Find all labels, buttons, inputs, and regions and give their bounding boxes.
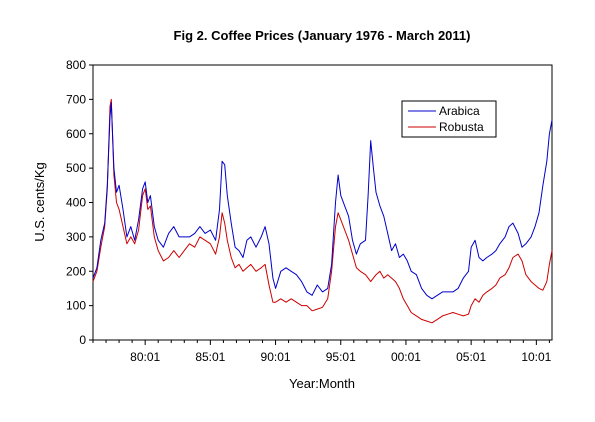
legend-box <box>401 100 497 138</box>
x-tick-label: 00:01 <box>391 350 421 364</box>
series-line-robusta <box>92 98 553 324</box>
legend-label-robusta: Robusta <box>439 120 484 134</box>
chart-title: Fig 2. Coffee Prices (January 1976 - Mar… <box>174 28 471 43</box>
series-lines <box>92 98 553 324</box>
y-tick-label: 600 <box>66 127 86 141</box>
y-tick-label: 0 <box>79 333 86 347</box>
x-tick-label: 10:01 <box>521 350 551 364</box>
x-axis-label: Year:Month <box>289 376 355 391</box>
series-line-arabica <box>92 102 553 300</box>
legend-label-arabica: Arabica <box>439 104 480 118</box>
y-tick-label: 100 <box>66 299 86 313</box>
x-tick-label: 05:01 <box>456 350 486 364</box>
y-tick-label: 400 <box>66 196 86 210</box>
x-tick-label: 90:01 <box>261 350 291 364</box>
y-tick-label: 500 <box>66 161 86 175</box>
y-axis-label: U.S. cents/Kg <box>32 162 47 241</box>
x-tick-label: 85:01 <box>195 350 225 364</box>
y-tick-label: 800 <box>66 58 86 72</box>
x-axis: 80:01 85:01 90:01 95:01 00:01 05:01 10:01 <box>92 340 552 364</box>
y-tick-label: 700 <box>66 92 86 106</box>
y-axis: 0 100 200 300 400 500 600 700 800 <box>66 58 93 347</box>
legend: Arabica Robusta <box>401 100 497 138</box>
x-tick-label: 95:01 <box>326 350 356 364</box>
y-tick-label: 200 <box>66 264 86 278</box>
x-tick-label: 80:01 <box>130 350 160 364</box>
y-tick-label: 300 <box>66 230 86 244</box>
